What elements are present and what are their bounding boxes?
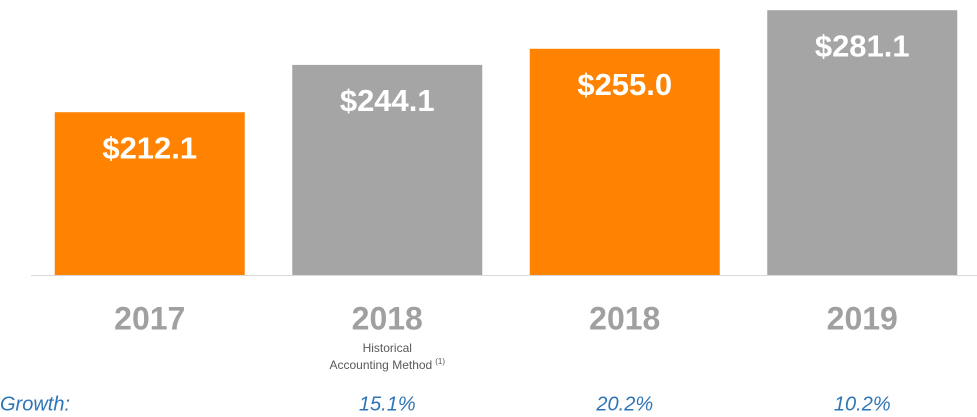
- footnote-mark: (1): [435, 357, 445, 366]
- x-tick-label: 2017: [114, 300, 185, 336]
- category-note-line: Accounting Method: [329, 358, 432, 372]
- x-tick-label: 2019: [827, 300, 898, 336]
- bar: [529, 48, 720, 276]
- category-note: Historical: [363, 341, 412, 355]
- x-tick-label: 2018: [589, 300, 660, 336]
- value-label: $281.1: [815, 28, 910, 63]
- growth-value: 10.2%: [834, 393, 891, 415]
- bar: [767, 10, 958, 276]
- growth-value: 20.2%: [595, 393, 653, 415]
- bar: [292, 64, 483, 275]
- value-label: $212.1: [102, 130, 197, 165]
- category-note: Accounting Method (1): [329, 357, 445, 372]
- growth-value: 15.1%: [359, 393, 416, 415]
- growth-label: Growth:: [0, 393, 70, 415]
- value-label: $255.0: [577, 67, 672, 102]
- value-label: $244.1: [340, 83, 435, 118]
- bar: [54, 112, 245, 275]
- x-tick-label: 2018: [352, 300, 423, 336]
